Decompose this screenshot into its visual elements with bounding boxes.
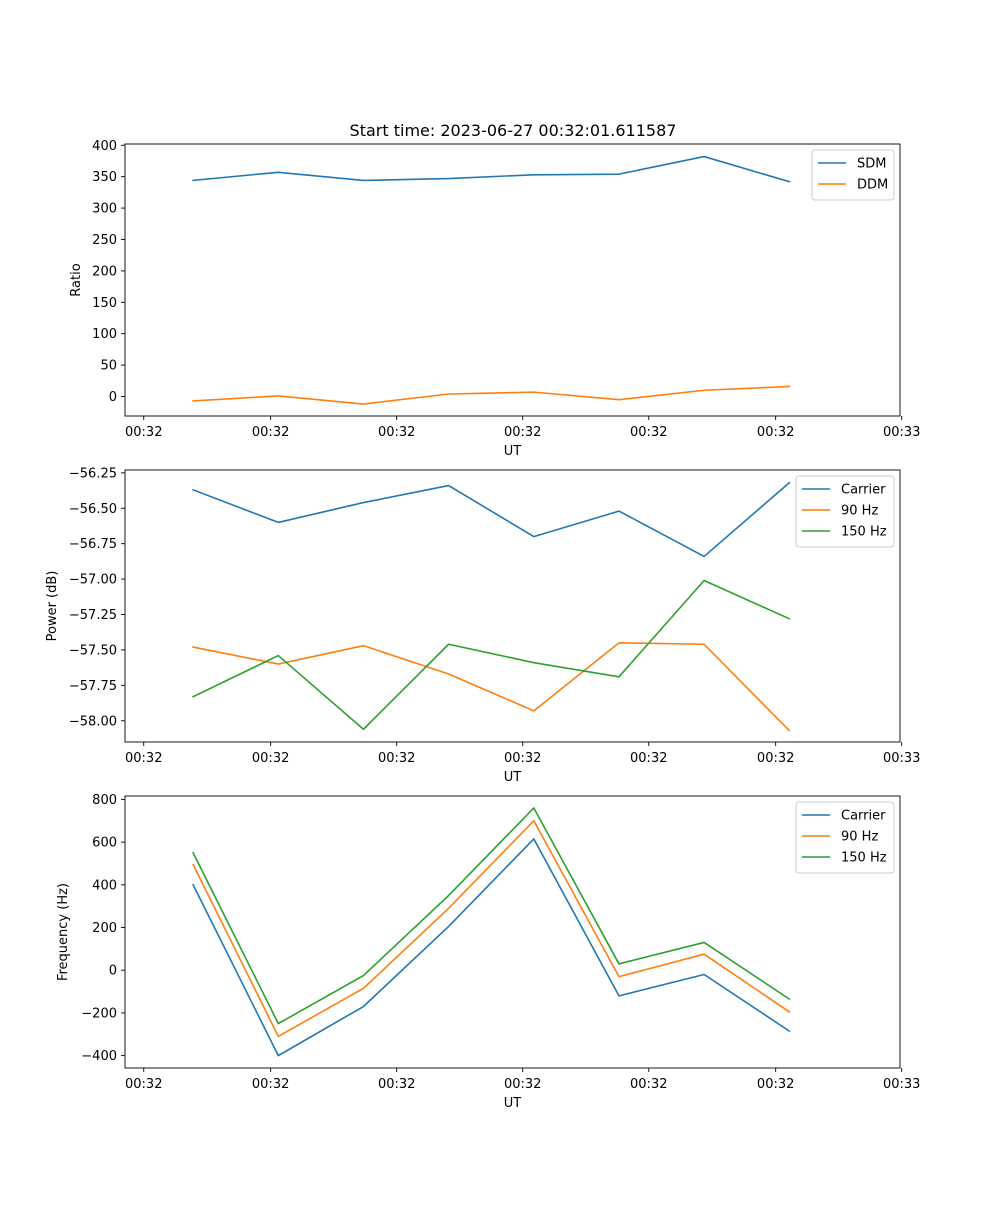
x-tick-label: 00:32 (378, 751, 415, 766)
legend-label: 90 Hz (841, 504, 878, 519)
y-tick-label: 50 (100, 359, 117, 374)
x-tick-label: 00:32 (630, 425, 667, 440)
y-tick-label: −56.25 (69, 466, 117, 481)
y-tick-label: 800 (92, 793, 117, 808)
x-tick-label: 00:32 (125, 751, 162, 766)
chart-1: 0 50 100 150 200 250 300 350 400 00:32 00:32 00:32 0… (69, 139, 920, 459)
legend: Carrier 90 Hz 150 Hz (795, 475, 895, 548)
x-tick-label: 00:33 (883, 1077, 920, 1092)
y-tick-label: 200 (92, 264, 117, 279)
y-tick-label: 400 (92, 139, 117, 154)
x-tick-label: 00:32 (252, 425, 289, 440)
y-axis-label: Frequency (Hz) (56, 883, 71, 981)
legend-label: 90 Hz (841, 830, 878, 845)
legend-label: 150 Hz (841, 851, 887, 866)
y-tick-label: 300 (92, 202, 117, 217)
x-tick-label: 00:33 (883, 425, 920, 440)
x-tick-label: 00:33 (883, 751, 920, 766)
y-tick-label: 400 (92, 878, 117, 893)
plot-frame (124, 795, 901, 1069)
series-line-90-hz (192, 819, 791, 1038)
x-tick-label: 00:32 (125, 425, 162, 440)
x-tick-label: 00:32 (630, 751, 667, 766)
x-axis-label: UT (504, 444, 522, 459)
y-tick-label: −58.00 (69, 714, 117, 729)
series-line-90-hz (192, 642, 791, 732)
legend-box (795, 475, 895, 548)
series-line-carrier (192, 838, 791, 1057)
series-line-150-hz (192, 807, 791, 1025)
legend-label: DDM (857, 178, 888, 193)
x-tick-label: 00:32 (378, 1077, 415, 1092)
y-tick-label: 150 (92, 296, 117, 311)
x-axis-label: UT (504, 770, 522, 785)
y-tick-label: −57.50 (69, 643, 117, 658)
y-tick-label: 200 (92, 921, 117, 936)
x-tick-label: 00:32 (757, 751, 794, 766)
y-axis-label: Ratio (69, 263, 84, 296)
x-tick-label: 00:32 (757, 425, 794, 440)
plot-frame (124, 143, 901, 417)
x-tick-label: 00:32 (252, 1077, 289, 1092)
legend: SDM DDM (811, 149, 895, 201)
y-tick-label: −200 (81, 1006, 117, 1021)
chart-3: −400 −200 0 200 400 600 800 00:32 00:32 00:32 00:3… (56, 793, 920, 1111)
x-tick-label: 00:32 (504, 425, 541, 440)
y-tick-label: −400 (81, 1049, 117, 1064)
y-tick-label: 250 (92, 233, 117, 248)
legend: Carrier 90 Hz 150 Hz (795, 801, 895, 874)
y-tick-label: 0 (109, 390, 117, 405)
y-tick-label: 350 (92, 170, 117, 185)
figure-title: Start time: 2023-06-27 00:32:01.611587 (350, 121, 677, 140)
y-tick-label: 100 (92, 327, 117, 342)
plot-frame (124, 469, 901, 743)
x-axis-label: UT (504, 1096, 522, 1111)
x-tick-label: 00:32 (504, 1077, 541, 1092)
series-line-sdm (192, 155, 791, 183)
series-line-150-hz (192, 579, 791, 731)
legend-label: SDM (857, 157, 886, 172)
y-tick-label: −57.25 (69, 608, 117, 623)
legend-label: 150 Hz (841, 525, 887, 540)
legend-box (795, 801, 895, 874)
x-tick-label: 00:32 (630, 1077, 667, 1092)
x-tick-label: 00:32 (378, 425, 415, 440)
legend-label: Carrier (841, 809, 886, 824)
legend-label: Carrier (841, 483, 886, 498)
y-tick-label: −57.00 (69, 573, 117, 588)
y-tick-label: 600 (92, 836, 117, 851)
x-tick-label: 00:32 (125, 1077, 162, 1092)
y-tick-label: −57.75 (69, 679, 117, 694)
series-line-ddm (192, 385, 791, 405)
series-line-carrier (192, 481, 791, 558)
y-axis-label: Power (dB) (45, 571, 60, 642)
y-tick-label: −56.50 (69, 502, 117, 517)
x-tick-label: 00:32 (504, 751, 541, 766)
y-tick-label: 0 (109, 964, 117, 979)
x-tick-label: 00:32 (252, 751, 289, 766)
y-tick-label: −56.75 (69, 537, 117, 552)
chart-2: −58.00 −57.75 −57.50 −57.25 −57.00 −56.75 −56.… (45, 466, 920, 785)
x-tick-label: 00:32 (757, 1077, 794, 1092)
